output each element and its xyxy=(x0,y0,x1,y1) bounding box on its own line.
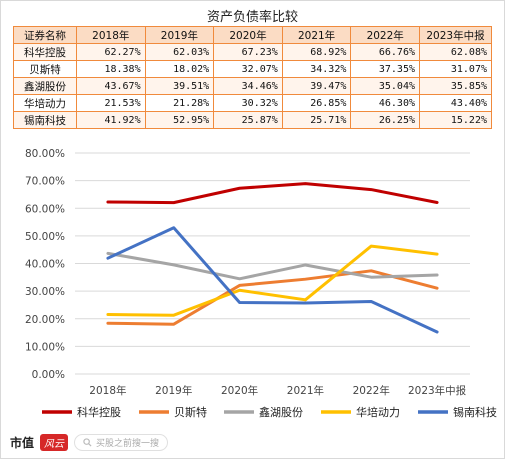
series-line xyxy=(106,251,439,281)
table-row: 华培动力 21.53% 21.28% 30.32% 26.85% 46.30% … xyxy=(13,94,492,112)
table-cell: 37.35% xyxy=(350,60,420,78)
table-cell-name: 贝斯特 xyxy=(13,60,77,78)
y-tick-label: 70.00% xyxy=(25,176,65,188)
table-cell: 18.02% xyxy=(144,60,215,78)
table-cell: 41.92% xyxy=(76,111,146,129)
table-cell: 25.71% xyxy=(281,111,352,129)
x-tick-label: 2020年 xyxy=(221,384,258,397)
table-cell: 43.40% xyxy=(419,94,492,112)
table-cell: 34.32% xyxy=(281,60,352,78)
table-cell: 26.25% xyxy=(350,111,420,129)
table-cell-name: 鑫湖股份 xyxy=(13,77,77,95)
table-row: 锡南科技 41.92% 52.95% 25.87% 25.71% 26.25% … xyxy=(13,111,492,129)
search-text: 买股之前搜一搜 xyxy=(96,438,160,449)
brand-name: 市值 xyxy=(10,435,35,450)
x-tick-label: 2021年 xyxy=(287,384,324,397)
x-tick-label: 2023年中报 xyxy=(408,384,467,397)
table-cell: 68.92% xyxy=(281,43,352,61)
table-cell: 62.08% xyxy=(419,43,492,61)
table-cell: 31.07% xyxy=(419,60,492,78)
table-cell: 25.87% xyxy=(213,111,283,129)
y-tick-label: 80.00% xyxy=(25,148,65,160)
table-cell: 18.38% xyxy=(76,60,146,78)
table-title: 资产负债率比较 xyxy=(206,10,298,25)
table-cell: 62.27% xyxy=(76,43,146,61)
legend-label: 贝斯特 xyxy=(174,405,207,419)
x-tick-label: 2022年 xyxy=(353,384,390,397)
y-tick-label: 10.00% xyxy=(25,341,65,353)
table-cell: 21.53% xyxy=(76,94,146,112)
table-cell: 39.51% xyxy=(144,77,215,95)
table-cell-name: 锡南科技 xyxy=(13,111,77,129)
table-cell: 30.32% xyxy=(213,94,283,112)
x-tick-label: 2019年 xyxy=(155,384,192,397)
series-line xyxy=(106,269,439,326)
table-cell: 43.67% xyxy=(76,77,146,95)
legend-label: 锡南科技 xyxy=(453,405,497,419)
table-row: 科华控股 62.27% 62.03% 67.23% 68.92% 66.76% … xyxy=(13,43,492,61)
table-cell-name: 科华控股 xyxy=(13,43,77,61)
table-header-cell: 2021年 xyxy=(281,26,352,44)
x-tick-label: 2018年 xyxy=(89,384,126,397)
table-cell-name: 华培动力 xyxy=(13,94,77,112)
table-row: 鑫湖股份 43.67% 39.51% 34.46% 39.47% 35.04% … xyxy=(13,77,492,95)
legend-label: 科华控股 xyxy=(77,405,121,419)
data-table: 证券名称 2018年 2019年 2020年 2021年 2022年 2023年… xyxy=(13,26,492,129)
y-tick-label: 30.00% xyxy=(25,286,65,298)
table-header-cell: 2018年 xyxy=(76,26,146,44)
table-row: 贝斯特 18.38% 18.02% 32.07% 34.32% 37.35% 3… xyxy=(13,60,492,78)
table-header-cell: 2020年 xyxy=(213,26,283,44)
table-cell: 62.03% xyxy=(144,43,215,61)
legend-label: 鑫湖股份 xyxy=(259,405,303,419)
table-header-cell: 2019年 xyxy=(144,26,215,44)
y-tick-label: 60.00% xyxy=(25,203,65,215)
table-cell: 15.22% xyxy=(419,111,492,129)
table-cell: 32.07% xyxy=(213,60,283,78)
table-cell: 66.76% xyxy=(350,43,420,61)
brand-logo: 风云 xyxy=(40,433,69,451)
line-chart: 0.00% 10.00% 20.00% 30.00% 40.00% 50.00% 60.00… xyxy=(25,148,497,419)
table-cell: 52.95% xyxy=(144,111,215,129)
series-line xyxy=(106,244,439,317)
footer: 市值 风云 买股之前搜一搜 xyxy=(10,432,169,452)
y-tick-label: 40.00% xyxy=(25,259,65,271)
y-tick-label: 50.00% xyxy=(25,231,65,243)
table-cell: 35.04% xyxy=(350,77,420,95)
table-cell: 21.28% xyxy=(144,94,215,112)
table-cell: 34.46% xyxy=(213,77,283,95)
table-cell: 35.85% xyxy=(419,77,492,95)
legend-label: 华培动力 xyxy=(356,405,400,419)
table-header-cell: 证券名称 xyxy=(13,26,77,44)
y-tick-label: 0.00% xyxy=(32,369,65,381)
table-cell: 39.47% xyxy=(281,77,352,95)
table-cell: 67.23% xyxy=(213,43,283,61)
series-line xyxy=(106,226,439,334)
table-cell: 46.30% xyxy=(350,94,420,112)
search-icon xyxy=(83,437,92,447)
table-header-cell: 2023年中报 xyxy=(419,26,492,44)
y-tick-label: 20.00% xyxy=(25,314,65,326)
table-header-cell: 2022年 xyxy=(350,26,420,44)
table-header-row: 证券名称 2018年 2019年 2020年 2021年 2022年 2023年… xyxy=(13,26,492,44)
series-line xyxy=(106,182,439,205)
table-cell: 26.85% xyxy=(281,94,352,112)
search-box[interactable]: 买股之前搜一搜 xyxy=(74,433,169,451)
